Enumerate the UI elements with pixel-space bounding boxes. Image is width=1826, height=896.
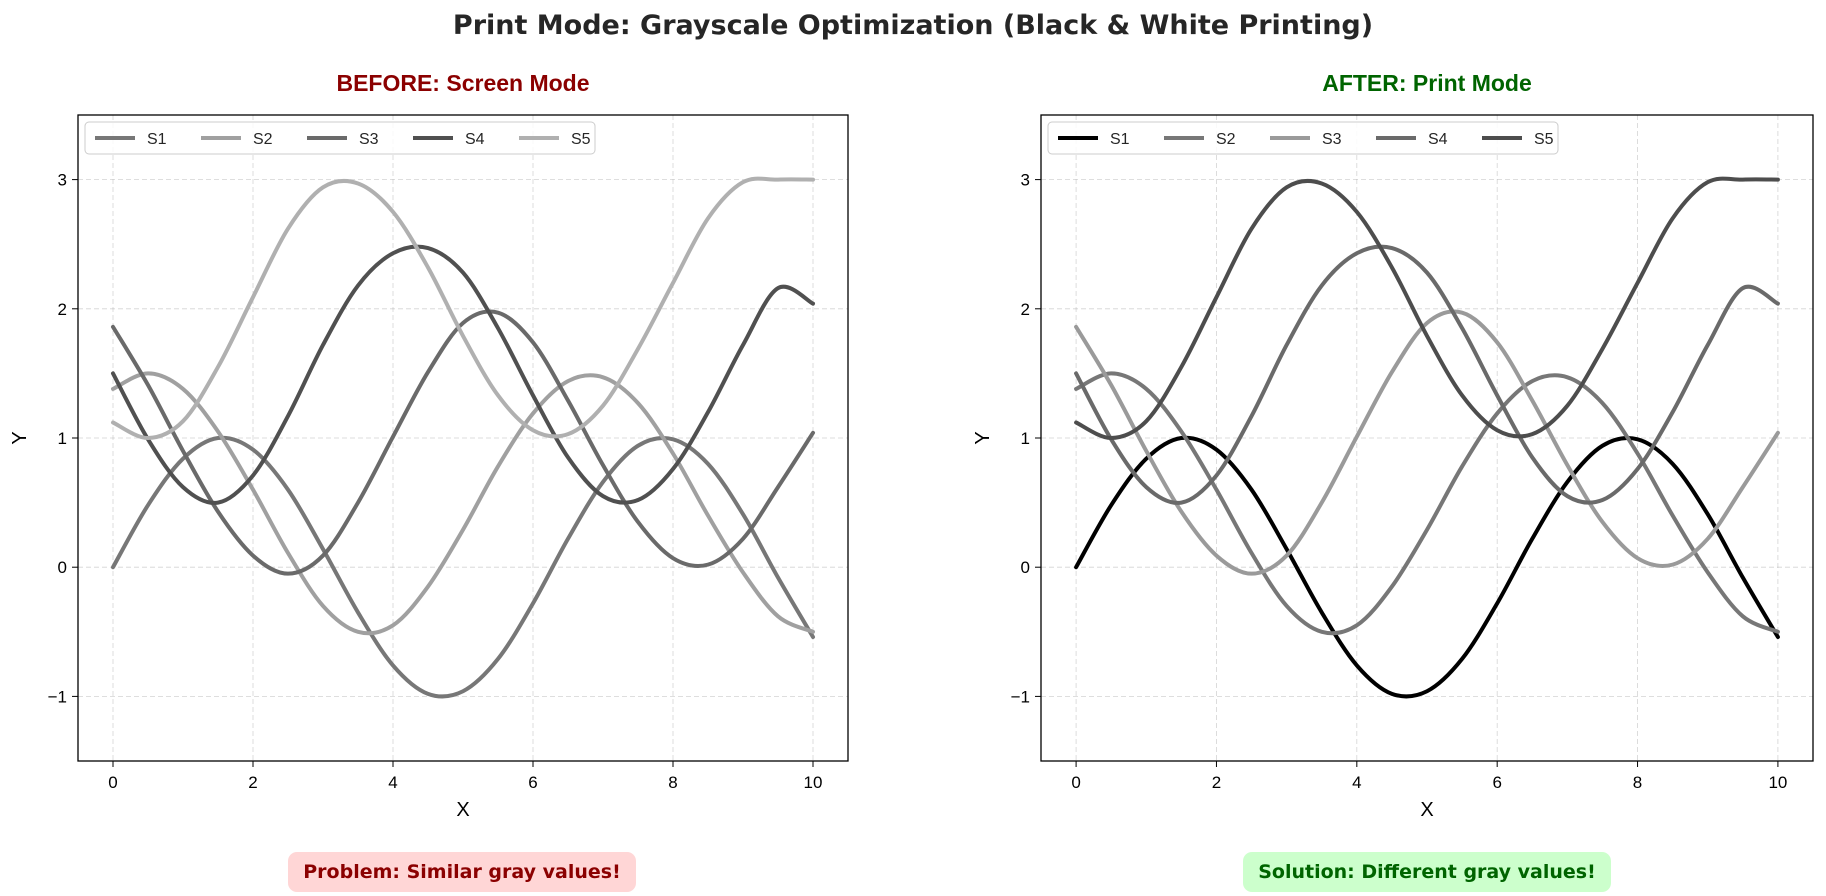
after-legend-label-s4: S4 [1428,131,1448,148]
before-x-tick-label: 4 [388,773,397,792]
after-y-tick-label: 3 [1021,171,1030,190]
before-legend-label-s5: S5 [571,131,591,148]
before-x-axis-label: X [456,799,469,821]
before-legend-label-s1: S1 [147,131,167,148]
after-x-tick-label: 2 [1212,773,1221,792]
before-legend-label-s3: S3 [359,131,379,148]
after-note: Solution: Different gray values! [1243,852,1611,892]
after-x-tick-label: 6 [1492,773,1501,792]
after-x-tick-label: 4 [1352,773,1361,792]
after-legend-label-s2: S2 [1216,131,1236,148]
before-note: Problem: Similar gray values! [288,852,636,892]
after-legend-label-s3: S3 [1322,131,1342,148]
after-x-tick-label: 10 [1768,773,1787,792]
before-note-box [288,852,636,892]
after-legend: S1 S2 S3 S4 S5 [1047,121,1559,155]
after-series-s1-line [1074,435,1780,699]
after-y-tick-label: 1 [1021,429,1030,448]
before-y-tick-label: 1 [58,429,67,448]
before-y-tick-label: 0 [58,558,67,577]
after-y-tick-label: 2 [1021,300,1030,319]
after-note-text: Solution: Different gray values! [1258,861,1596,883]
after-y-axis-label: Y [972,431,994,444]
before-legend: S1 S2 S3 S4 S5 [84,121,596,155]
after-series-s2-line [1074,371,1780,636]
before-series-s1-line [111,435,815,699]
after-series-s4-line [1074,244,1780,505]
before-y-tick-label: 3 [58,171,67,190]
before-series-s5-line [111,176,815,441]
after-x-axis-label: X [1420,799,1433,821]
before-series-s2-line [111,371,815,636]
after-legend-label-s5: S5 [1534,131,1554,148]
before-x-tick-label: 2 [248,773,257,792]
before-panel-title: BEFORE: Screen Mode [336,70,589,96]
after-series-s5-line [1074,176,1780,441]
after-series-s3-line [1074,309,1780,576]
before-x-tick-label: 6 [528,773,537,792]
before-panel: BEFORE: Screen Mode 0 2 4 6 8 10 −1 0 1 2 3 X Y S1 S2 S3… [9,70,849,892]
after-note-box [1243,852,1611,892]
before-y-tick-label: −1 [48,687,67,706]
before-legend-label-s2: S2 [253,131,273,148]
after-y-tick-label: −1 [1011,687,1030,706]
before-note-text: Problem: Similar gray values! [303,861,621,883]
before-y-tick-label: 2 [58,300,67,319]
figure-title: Print Mode: Grayscale Optimization (Blac… [453,10,1373,41]
after-x-tick-label: 8 [1633,773,1642,792]
before-legend-label-s4: S4 [465,131,485,148]
before-x-tick-label: 10 [804,773,823,792]
after-panel: AFTER: Print Mode 0 2 4 6 8 10 −1 0 1 2 3 X Y S1 S2 S3 S4… [972,70,1814,892]
after-legend-label-s1: S1 [1110,131,1130,148]
before-x-tick-label: 0 [108,773,117,792]
before-x-tick-label: 8 [668,773,677,792]
after-y-tick-label: 0 [1021,558,1030,577]
before-y-axis-label: Y [9,431,31,444]
after-panel-title: AFTER: Print Mode [1322,70,1532,96]
before-series-s4-line [111,244,815,505]
before-series-s3-line [111,309,815,576]
after-x-tick-label: 0 [1071,773,1080,792]
